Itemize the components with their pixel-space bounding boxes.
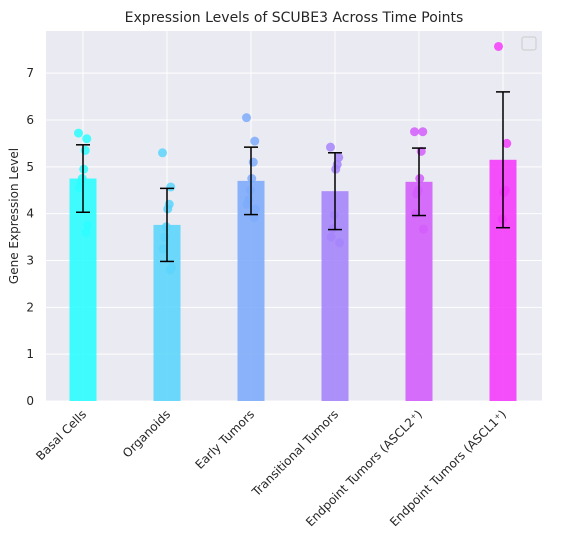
data-point [410, 127, 419, 137]
y-tick-label: 7 [26, 66, 34, 80]
y-tick-label: 1 [26, 347, 34, 361]
chart-title: Expression Levels of SCUBE3 Across Time … [125, 10, 464, 26]
y-tick-label: 3 [26, 253, 34, 267]
data-point [412, 189, 422, 199]
y-tick-label: 5 [26, 160, 34, 174]
y-tick-label: 2 [26, 300, 34, 314]
data-point [160, 232, 170, 242]
data-point [334, 152, 344, 162]
data-point [158, 244, 168, 254]
data-point [83, 220, 92, 230]
bar [69, 178, 97, 401]
x-tick-label: Early Tumors [192, 407, 257, 472]
data-point [82, 134, 92, 144]
data-point [326, 232, 336, 242]
data-point [166, 182, 176, 192]
y-tick-label: 0 [26, 394, 34, 408]
plot-background [46, 31, 542, 401]
data-point [494, 41, 503, 51]
data-point [81, 227, 91, 237]
data-point [502, 138, 512, 148]
data-point [248, 157, 258, 167]
x-tick-label: Transitional Tumors [249, 407, 342, 500]
bar [405, 181, 433, 401]
data-point [328, 224, 338, 234]
y-tick-label: 6 [26, 113, 34, 127]
data-point [242, 113, 251, 123]
data-point [335, 238, 344, 248]
data-point [242, 199, 252, 209]
data-point [165, 265, 175, 275]
data-point [326, 142, 335, 152]
legend-box [521, 36, 537, 51]
data-point [74, 183, 84, 193]
data-point [418, 127, 428, 137]
x-tick-label: Basal Cells [33, 407, 89, 463]
data-point [251, 204, 260, 214]
error-bars [76, 91, 510, 263]
data-point [158, 148, 167, 158]
data-point [250, 136, 260, 146]
data-point [74, 128, 83, 138]
y-axis-label: Gene Expression Level [7, 148, 21, 284]
y-tick-labels: 0 1 2 3 4 5 6 7 [26, 66, 34, 408]
data-point [419, 224, 428, 234]
data-point [80, 145, 90, 155]
x-tick-labels: Basal Cells Organoids Early TumorsTransiti… [33, 407, 509, 529]
y-tick-label: 4 [26, 207, 34, 221]
x-tick-label: Organoids [120, 407, 173, 460]
